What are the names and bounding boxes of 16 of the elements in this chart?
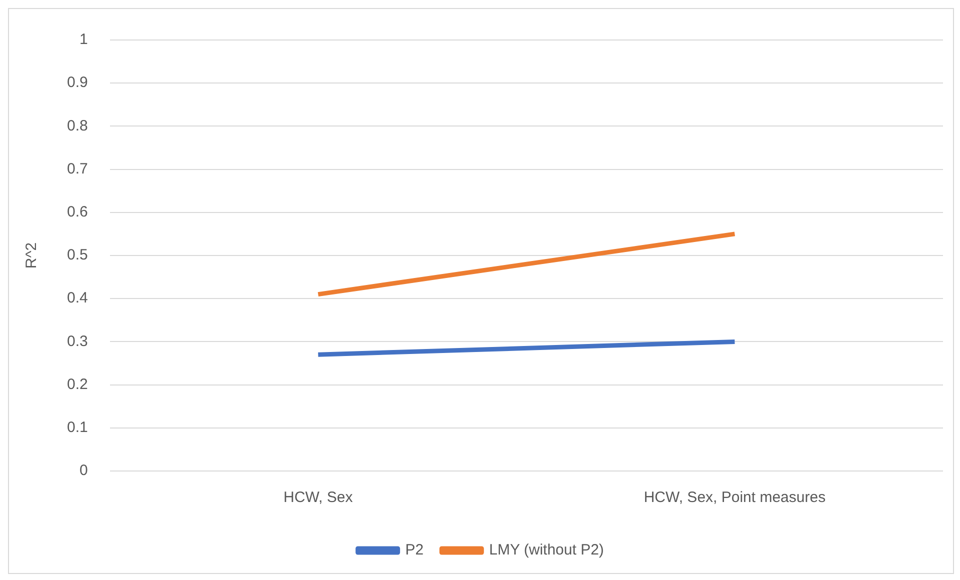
y-tick-label: 0.7 xyxy=(66,160,88,178)
y-axis-title: R^2 xyxy=(23,242,40,269)
x-tick-label: HCW, Sex, Point measures xyxy=(644,489,826,506)
y-tick-label: 1 xyxy=(80,31,88,48)
y-tick-label: 0.4 xyxy=(66,290,88,307)
legend-label: P2 xyxy=(405,542,424,559)
y-tick-label: 0.9 xyxy=(66,74,88,92)
legend-label: LMY (without P2) xyxy=(489,542,604,559)
y-tick-label: 0.1 xyxy=(66,419,88,436)
y-tick-label: 0.8 xyxy=(66,117,88,134)
y-tick-label: 0.5 xyxy=(66,246,88,264)
y-tick-label: 0.2 xyxy=(66,376,88,393)
y-tick-label: 0.6 xyxy=(66,204,88,221)
y-tick-label: 0.3 xyxy=(66,332,88,350)
x-tick-label: HCW, Sex xyxy=(284,489,354,506)
y-tick-label: 0 xyxy=(80,462,88,480)
